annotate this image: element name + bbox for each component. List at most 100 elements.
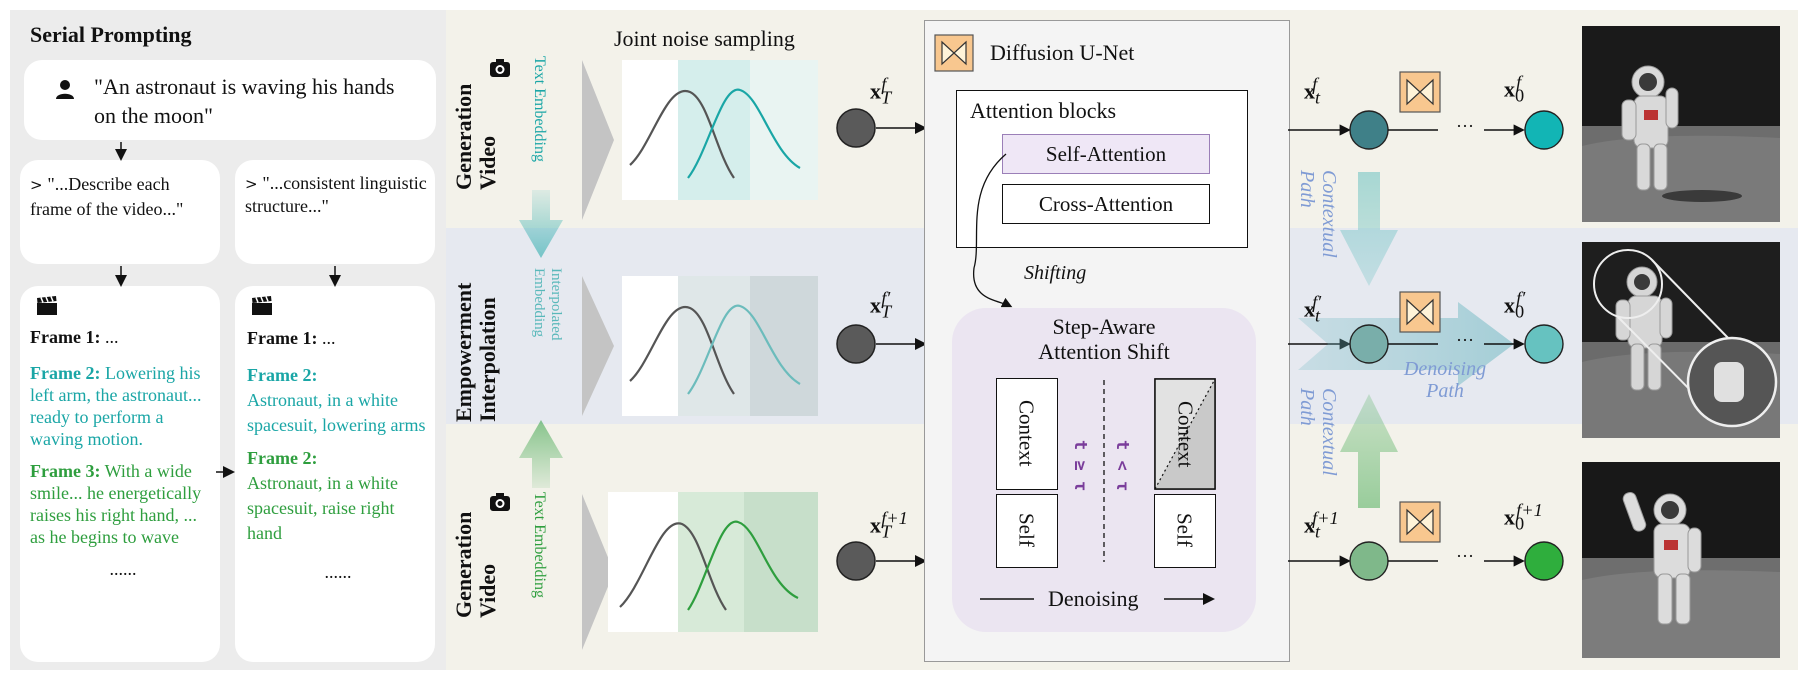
frame-2b-line: Frame 2: Astronaut, in a white spacesuit,… [247, 446, 429, 546]
x-symbol: x [870, 78, 881, 104]
contextual-path-arrow-bottom [1340, 394, 1398, 508]
mid-row-label-line1: Interpolation [475, 297, 500, 422]
mid-interpolated-embedding-label: Interpolated Embedding [531, 268, 564, 341]
sup-f1: f+1 [1312, 508, 1339, 528]
sub-t: t [1315, 521, 1321, 542]
x0-f1-label: x0f+1 [1504, 500, 1543, 535]
denoising-path-label: Denoising Path [1390, 358, 1500, 402]
shifting-arrow [973, 153, 1013, 308]
user-prompt-card: "An astronaut is waving his hands on the… [24, 60, 436, 140]
xT-fprime-node [836, 324, 876, 364]
describe-prompt-label: "...Describe each frame of the video..." [30, 174, 184, 219]
distribution-teal [687, 88, 801, 179]
top-row-label: Generation Video [451, 60, 502, 190]
top-row-label-line2: Generation [451, 83, 476, 190]
user-icon [56, 80, 74, 99]
consistent-prompt-card: > "...consistent linguistic structure...… [235, 160, 435, 264]
sup-f: f [1312, 74, 1318, 94]
sub-0: 0 [1515, 301, 1525, 322]
sub-t: t [1315, 87, 1321, 108]
bottom-text-embedding-label: Text Embedding [531, 492, 548, 598]
frames-card-a: Frame 1: ... Frame 2: Lowering his left … [20, 286, 220, 662]
frame-2-text: Lowering his left arm, the astronaut... … [30, 363, 202, 449]
unet-icon [934, 34, 974, 72]
serial-prompting-panel: Serial Prompting "An astronaut is waving… [10, 10, 446, 670]
teal-embedding-arrow [519, 190, 563, 258]
self-attention-box: Self-Attention [1002, 134, 1210, 174]
top-row-label-line1: Video [475, 135, 500, 190]
t-ge-tau: t ≥ τ [1070, 440, 1090, 491]
dots-top: ··· [1456, 116, 1474, 136]
sup-fprime: f′ [1312, 292, 1322, 312]
mid-row-label-line2: Empowerment [451, 282, 476, 422]
sub-t: t [1315, 305, 1321, 326]
xT-nodes [836, 108, 927, 581]
distribution-light-teal [687, 304, 801, 395]
self-box-right [1154, 494, 1216, 568]
sub-T: T [881, 87, 892, 108]
noise-plot-top [622, 60, 818, 200]
frame-2-label: Frame 2: [30, 363, 101, 383]
xT-f1-node [836, 541, 876, 581]
self-text-right: Self [1172, 513, 1197, 547]
x0-f-label: x0f [1504, 72, 1525, 107]
context-box-right [1154, 378, 1216, 490]
clapperboard-icon [252, 296, 272, 315]
chevron-bot [582, 494, 614, 650]
left-panel-arrows [115, 142, 341, 478]
contextual-path-top-text: Contextual Path [1296, 170, 1340, 258]
embedding-arrows [519, 190, 563, 488]
x0-f1-node [1524, 541, 1564, 581]
frame-1-text: ... [321, 328, 336, 348]
dots-bot: ··· [1456, 546, 1474, 566]
noise-plot-mid [622, 276, 818, 416]
dots-mid: ··· [1456, 330, 1474, 350]
ellipsis: ...... [324, 562, 352, 582]
denoising-path-text: Denoising Path [1403, 358, 1487, 402]
frame-2a-text: Astronaut, in a white spacesuit, lowerin… [247, 390, 426, 435]
frame-3-label: Frame 3: [30, 461, 101, 481]
noise-plot-bottom [608, 492, 818, 632]
distribution-gray [619, 522, 727, 611]
chevron-top [582, 60, 614, 220]
frame-1-label: Frame 1: [30, 327, 101, 347]
bottom-text-embedding: Text Embedding [530, 492, 548, 642]
astronaut-image-top [1582, 26, 1780, 222]
sub-T: T [881, 301, 892, 322]
describe-prompt-text: > "...Describe each frame of the video..… [30, 172, 212, 221]
shifting-label: Shifting [1024, 262, 1087, 284]
mid-row-label: Empowerment Interpolation [451, 272, 502, 422]
t-lt-tau: t < τ [1112, 440, 1132, 491]
context-label-left: Context [996, 378, 1056, 488]
sub-0: 0 [1515, 513, 1525, 534]
unet-icon [1399, 71, 1441, 113]
xt-f-label: xtf [1304, 74, 1321, 109]
sup-f1: f+1 [1516, 500, 1543, 520]
consistent-prompt-label: "...consistent linguistic structure..." [245, 173, 427, 216]
gray-chevrons [582, 60, 614, 650]
contextual-path-bottom-text: Contextual Path [1296, 388, 1340, 476]
self-text-left: Self [1014, 513, 1039, 547]
mid-interpolated-embedding: Interpolated Embedding [524, 268, 564, 398]
sup-fprime: f′ [881, 288, 891, 308]
frame-2a-line: Frame 2: Astronaut, in a white spacesuit,… [247, 363, 429, 438]
xt-f-node [1349, 110, 1389, 150]
distribution-gray [629, 305, 735, 395]
t-lt-tau-text: t < τ [1112, 440, 1132, 492]
sub-T: T [881, 521, 892, 542]
frame-3-text: With a wide smile... he energetically ra… [30, 461, 202, 547]
t-ge-tau-text: t ≥ τ [1070, 440, 1090, 492]
describe-prompt-card: > "...Describe each frame of the video..… [20, 160, 220, 264]
x-symbol: x [1504, 76, 1515, 102]
x-symbol: x [1304, 296, 1315, 322]
xt-f1-node [1349, 541, 1389, 581]
frame-2b-text: Astronaut, in a white spacesuit, raise r… [247, 473, 398, 543]
clapperboard-icon [37, 296, 57, 315]
sup-f: f [1516, 72, 1522, 92]
self-box-left [996, 494, 1058, 568]
sub-0: 0 [1515, 85, 1525, 106]
user-prompt-text: "An astronaut is waving his hands on the… [94, 74, 395, 128]
green-embedding-arrow [519, 420, 563, 488]
self-label-right: Self [1154, 494, 1214, 566]
x-symbol: x [870, 512, 881, 538]
